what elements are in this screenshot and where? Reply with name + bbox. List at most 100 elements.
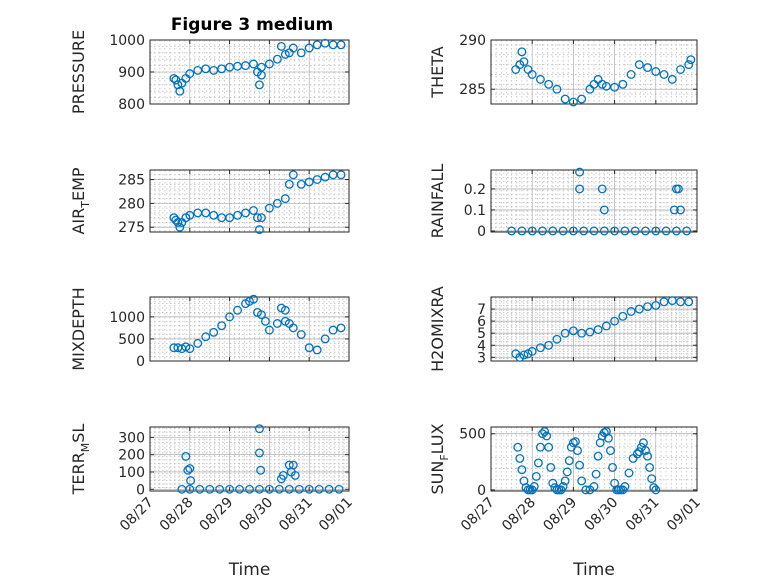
axes-box (490, 39, 698, 105)
data-point (684, 60, 694, 70)
data-point (264, 59, 274, 69)
data-point (671, 226, 681, 236)
y-axis-label: TERRMSL (69, 424, 92, 496)
data-point (241, 208, 250, 218)
data-point (256, 62, 266, 72)
y-axis-label: H2OMIXRA (428, 286, 447, 372)
data-point (276, 41, 286, 51)
x-tick-label: 08/27 (117, 495, 157, 535)
data-point (507, 226, 517, 236)
data-point (336, 323, 346, 333)
data-point (314, 484, 324, 494)
data-point (581, 485, 591, 495)
data-point (634, 304, 644, 314)
y-tick-label: 0 (477, 224, 486, 240)
data-point (624, 468, 634, 478)
data-point (249, 294, 258, 304)
data-point (255, 424, 264, 434)
data-point (173, 80, 183, 90)
data-point (659, 297, 669, 307)
x-axis-label: Time (572, 560, 615, 580)
data-point (185, 464, 195, 473)
data-point (676, 297, 685, 307)
data-point (294, 484, 304, 494)
data-point (591, 469, 601, 479)
data-point (568, 97, 578, 107)
y-tick-label: 0.2 (464, 182, 486, 198)
data-point (568, 226, 578, 236)
x-tick-label: 08/28 (157, 495, 197, 535)
data-point (575, 184, 585, 194)
data-point (284, 484, 294, 494)
data-point (272, 198, 282, 208)
data-point (610, 226, 620, 236)
y-tick-label: 0 (136, 482, 145, 498)
data-point (296, 48, 306, 58)
data-point (575, 167, 585, 177)
data-point (511, 65, 521, 74)
data-point (336, 40, 346, 50)
data-point (185, 69, 195, 79)
data-point (643, 63, 653, 73)
data-point (264, 203, 274, 213)
data-point (558, 226, 568, 236)
y-axis-label: SUNFLUX (428, 423, 451, 494)
y-axis-label-part: F (438, 454, 451, 460)
data-point (649, 483, 659, 493)
data-point (558, 482, 568, 491)
figure-title: Figure 3 medium (171, 15, 333, 35)
y-axis-label-part: AIR (69, 208, 88, 235)
data-point (304, 43, 314, 53)
data-point (645, 462, 655, 472)
y-tick-label: 280 (118, 196, 145, 212)
data-point (577, 476, 587, 486)
data-point (593, 325, 603, 335)
data-point (540, 427, 550, 436)
data-point (225, 213, 235, 223)
data-point (288, 323, 298, 333)
data-point (603, 433, 613, 443)
data-point (620, 226, 630, 236)
y-axis-label: THETA (428, 46, 447, 98)
data-point (686, 55, 696, 65)
data-point (610, 316, 620, 326)
data-point (264, 484, 274, 494)
data-point (606, 446, 615, 456)
data-point (542, 431, 552, 441)
y-axis-label-part: T (79, 201, 92, 209)
y-axis-label-part: THETA (428, 46, 447, 98)
data-point (560, 328, 570, 338)
data-point (201, 208, 211, 218)
axes-box (490, 296, 698, 362)
y-tick-label: 285 (459, 82, 486, 98)
y-tick-label: 0 (136, 354, 145, 370)
data-point (651, 226, 661, 236)
data-point (628, 453, 638, 463)
data-point (324, 484, 334, 494)
y-tick-label: 800 (118, 97, 145, 113)
data-point (209, 327, 219, 337)
data-point (597, 79, 607, 89)
y-tick-label: 200 (118, 448, 145, 464)
data-point (272, 54, 282, 64)
data-point (527, 346, 537, 356)
data-point (589, 226, 599, 236)
data-point (601, 81, 611, 91)
data-point (608, 462, 617, 472)
y-axis-label: MIXDEPTH (69, 287, 88, 370)
subplot-1: 285 290 THETA (428, 33, 698, 107)
data-point (255, 225, 264, 235)
data-point (634, 447, 644, 457)
data-point (249, 206, 258, 215)
x-tick-label: 08/30 (236, 495, 276, 535)
data-point (630, 226, 640, 236)
data-point (181, 342, 191, 352)
data-point (296, 330, 306, 339)
data-point (201, 332, 211, 342)
axes-box (490, 169, 698, 233)
data-point (320, 334, 330, 344)
data-point (626, 307, 636, 316)
data-point (288, 170, 298, 180)
